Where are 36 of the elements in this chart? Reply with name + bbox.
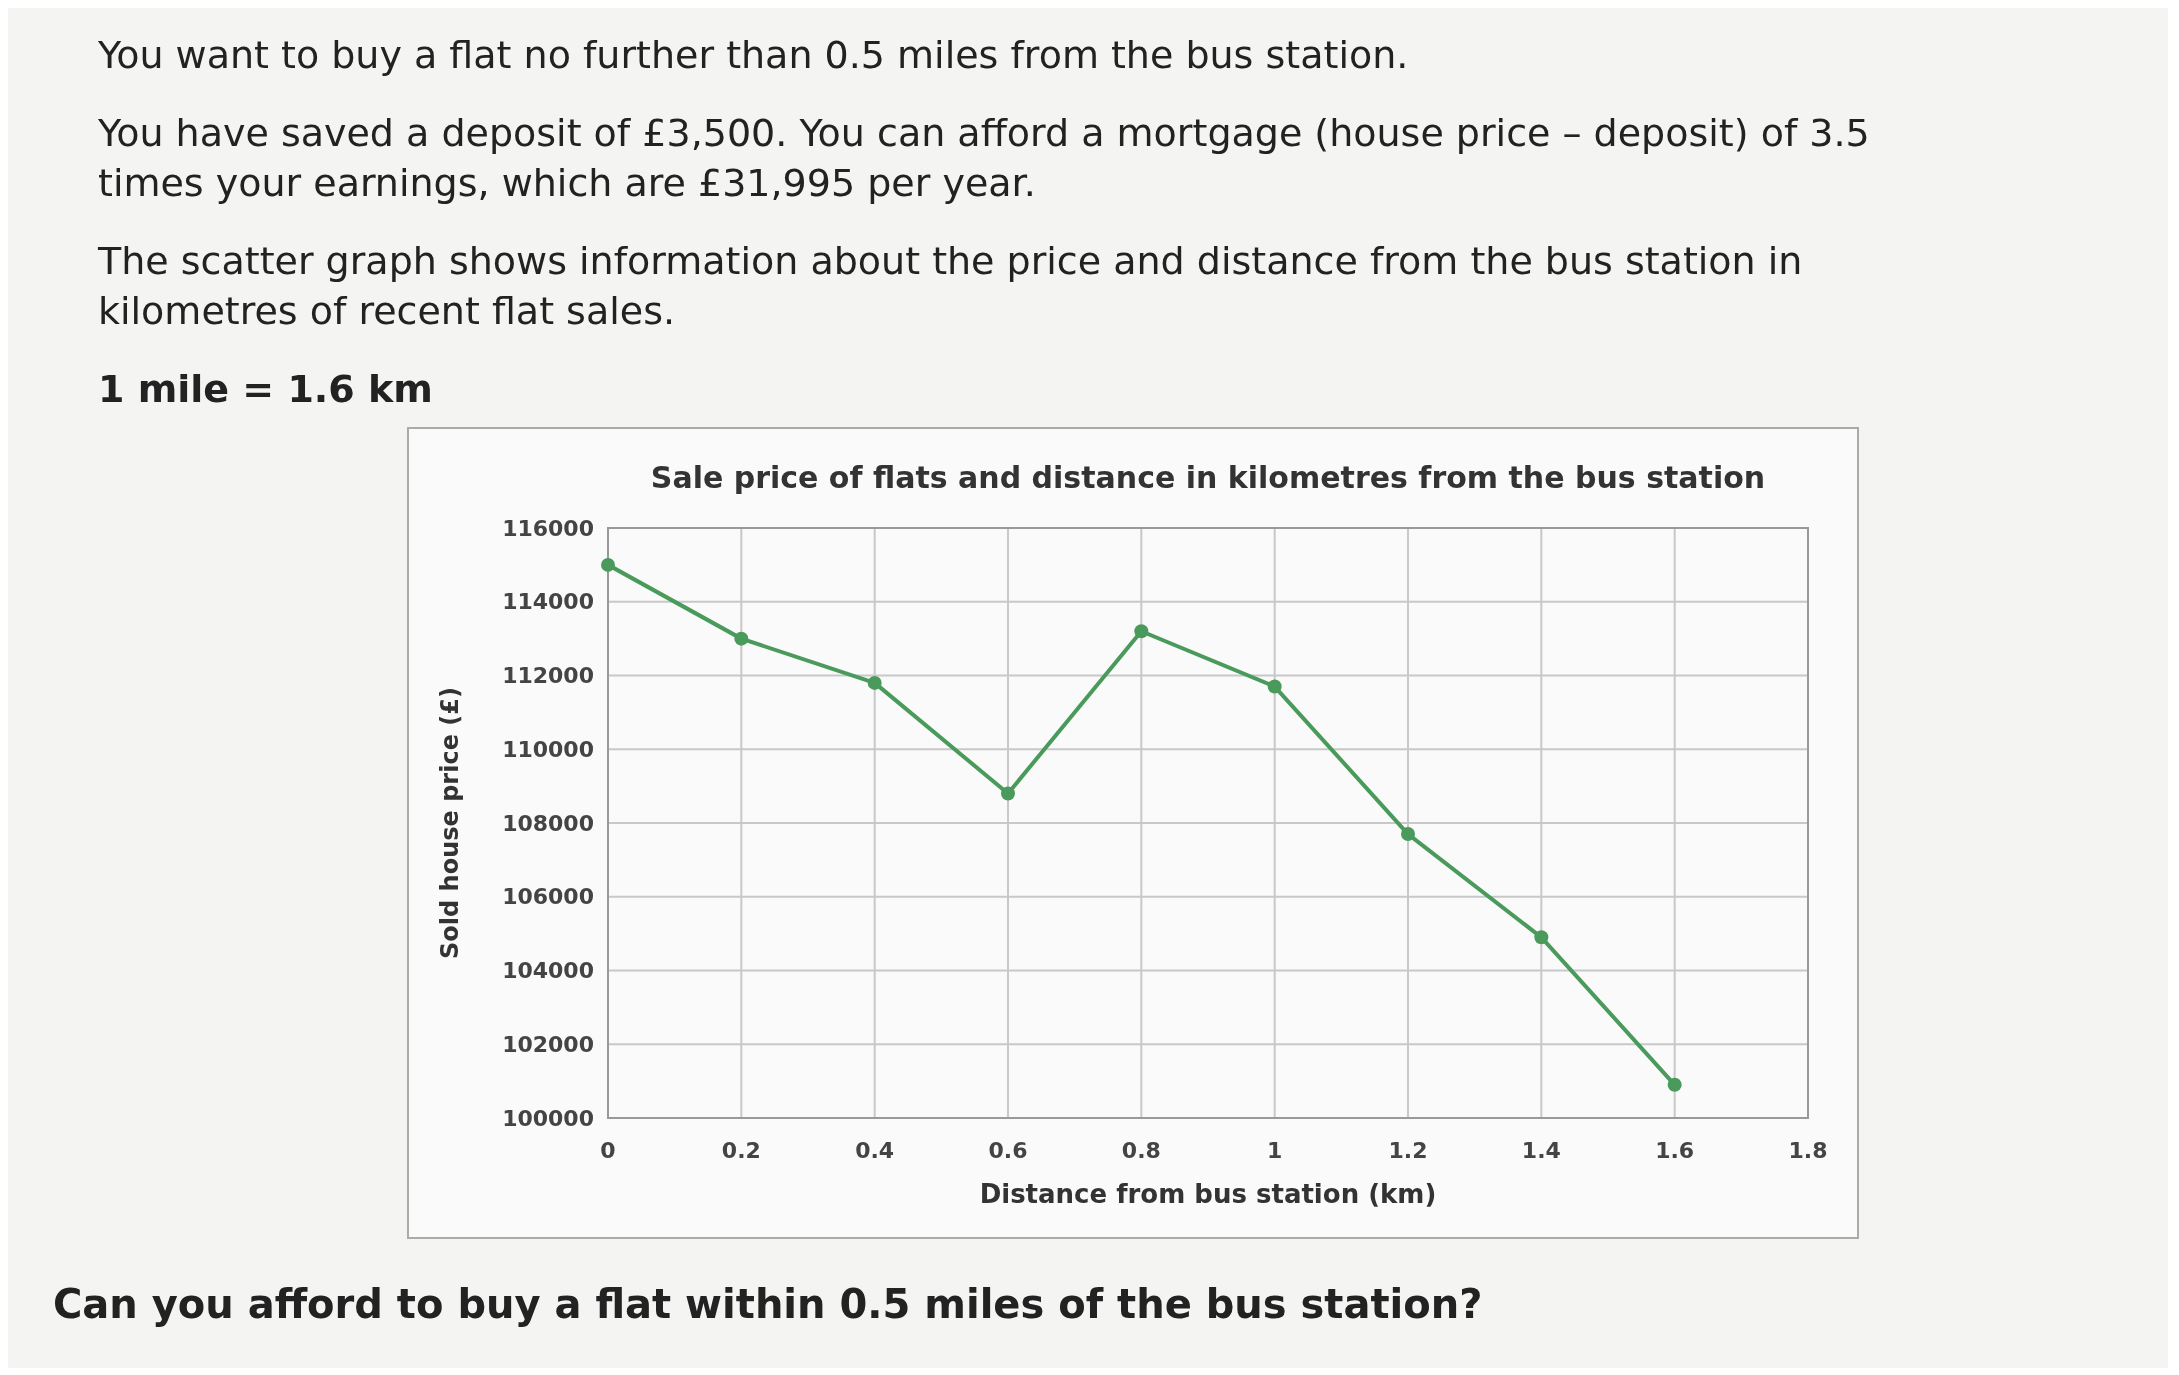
- point: [1134, 624, 1149, 639]
- text: You have saved a deposit of £3,500. You can afford a mortgage (house price – deposit) of 3.5 times your earnings, which are £31,995 per year.: [97, 111, 1870, 205]
- point: [1267, 679, 1282, 694]
- x-tick-label: 1: [1267, 1138, 1283, 1163]
- x-tick-label: 0.8: [1121, 1138, 1161, 1163]
- point: [1001, 786, 1015, 801]
- x-tick-label: 1.6: [1655, 1138, 1695, 1163]
- y-tick-label: 114000: [502, 589, 594, 615]
- point: [1401, 827, 1415, 842]
- point: [1667, 1077, 1682, 1092]
- text: The scatter graph shows information about the price and distance from the bus station in kilometres of recent flat sales.: [97, 239, 1803, 333]
- x-tick-label: 0: [600, 1138, 616, 1163]
- x-axis-title: Distance from bus station (km): [979, 1179, 1437, 1209]
- point: [867, 675, 882, 690]
- point: [601, 557, 615, 572]
- x-tick-label: 0.6: [988, 1138, 1028, 1163]
- x-tick-label: 1.4: [1521, 1138, 1561, 1163]
- y-tick-label: 100000: [502, 1105, 594, 1131]
- x-tick-label: 1.2: [1388, 1138, 1428, 1163]
- chart-title: Sale price of flats and distance in kilometres from the bus station: [650, 460, 1766, 495]
- point: [1534, 930, 1549, 945]
- x-tick-label: 1.8: [1788, 1138, 1828, 1163]
- y-tick-label: 104000: [502, 958, 594, 984]
- y-tick-label: 112000: [502, 663, 594, 689]
- x-tick-label: 0.2: [721, 1138, 761, 1163]
- point: [734, 631, 749, 646]
- y-tick-label: 108000: [502, 810, 594, 836]
- text: Can you afford to buy a flat within 0.5 miles of the bus station?: [53, 1281, 1483, 1327]
- y-tick-label: 116000: [502, 515, 594, 541]
- text: You want to buy a flat no further than 0.5 miles from the bus station.: [97, 33, 1409, 77]
- y-tick-label: 106000: [502, 884, 594, 910]
- y-tick-label: 110000: [502, 736, 594, 762]
- y-tick-label: 102000: [502, 1031, 594, 1057]
- x-tick-label: 0.4: [855, 1138, 895, 1163]
- text: 1 mile = 1.6 km: [98, 367, 433, 411]
- y-axis-title: Sold house price (£): [436, 687, 464, 959]
